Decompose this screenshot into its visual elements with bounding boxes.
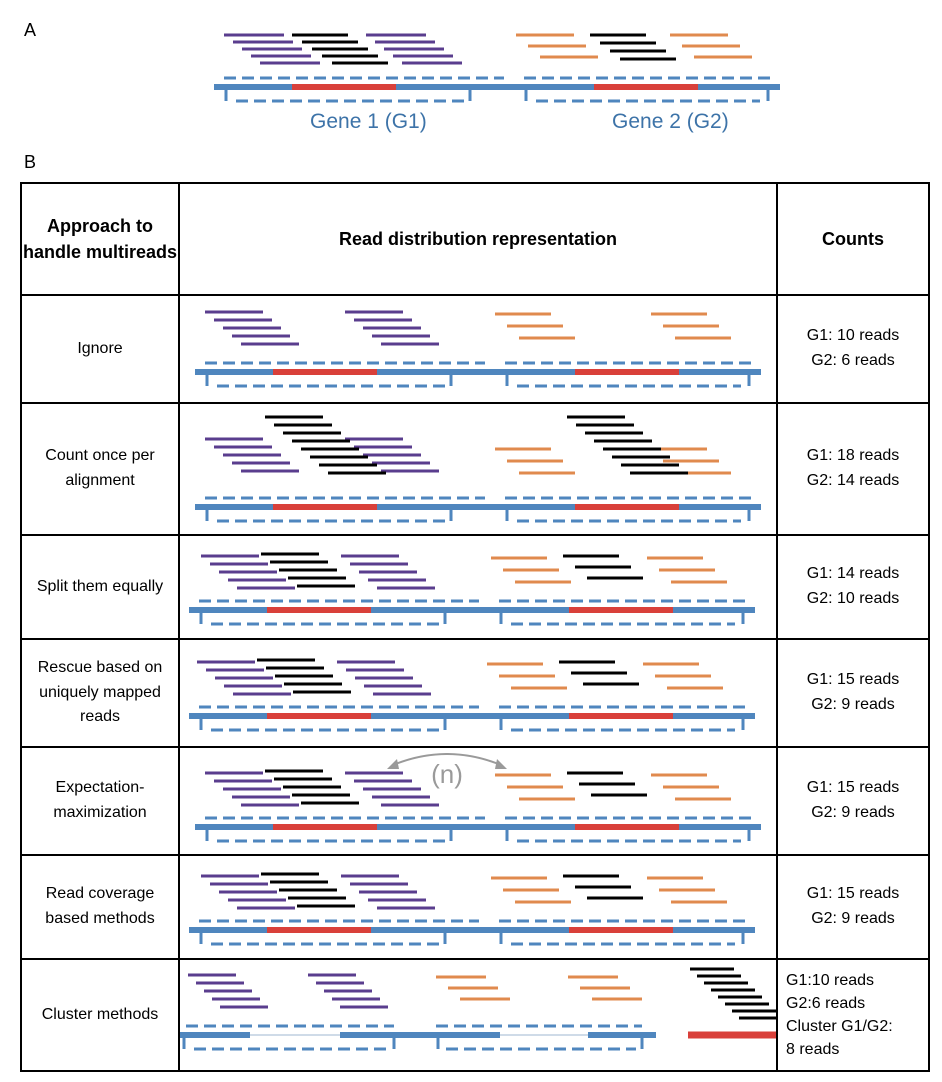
counts-cell: G1: 10 reads G2: 6 reads bbox=[776, 294, 930, 404]
representation-cell bbox=[178, 854, 778, 960]
count-g1: G1: 10 reads bbox=[806, 327, 900, 345]
count-g2: G2:6 reads bbox=[786, 994, 866, 1012]
count-g2: G2: 14 reads bbox=[806, 472, 900, 489]
panel-label-b: B bbox=[24, 152, 37, 172]
table-row: Cluster methods G1:10 reads G2:6 reads C… bbox=[20, 958, 930, 1072]
count-g2: G2: 6 reads bbox=[811, 352, 895, 369]
header-representation: Read distribution representation bbox=[178, 182, 778, 296]
gene-1-label: Gene 1 (G1) bbox=[310, 110, 427, 133]
table-row: Expectation-maximization (n) G1: 15 read… bbox=[20, 746, 930, 856]
count-g1: G1: 15 reads bbox=[806, 779, 900, 797]
approach-table: Approach to handle multireads Read distr… bbox=[20, 182, 930, 1072]
representation-cell bbox=[178, 638, 778, 748]
read-distribution-rescue bbox=[189, 658, 755, 732]
table-row: Split them equally G1: 14 reads G2: 10 r… bbox=[20, 534, 930, 640]
panel-label-a: A bbox=[24, 20, 37, 40]
counts-cell: G1: 18 reads G2: 14 reads bbox=[776, 402, 930, 536]
representation-cell: (n) bbox=[178, 746, 778, 856]
header-counts: Counts bbox=[776, 182, 930, 296]
header-approach: Approach to handle multireads bbox=[20, 182, 180, 296]
approach-name: Read coverage based methods bbox=[20, 854, 180, 960]
approach-name: Expectation-maximization bbox=[20, 746, 180, 856]
table-row: Rescue based on uniquely mapped reads G1… bbox=[20, 638, 930, 748]
representation-cell bbox=[178, 294, 778, 404]
arrowhead-left bbox=[387, 759, 399, 769]
table-header-row: Approach to handle multireads Read distr… bbox=[20, 182, 930, 296]
count-g2: G2: 9 reads bbox=[811, 910, 895, 927]
count-cluster-value: 8 reads bbox=[786, 1041, 840, 1059]
approach-name: Ignore bbox=[20, 294, 180, 404]
count-g2: G2: 9 reads bbox=[811, 696, 895, 713]
count-g2: G2: 9 reads bbox=[811, 804, 895, 821]
count-g1: G1: 14 reads bbox=[806, 565, 900, 583]
read-distribution-coverage bbox=[189, 872, 755, 946]
count-g1: G1: 15 reads bbox=[806, 885, 900, 903]
approach-name: Cluster methods bbox=[20, 958, 180, 1072]
counts-cell: G1:10 reads G2:6 reads Cluster G1/G2: 8 … bbox=[776, 958, 930, 1072]
counts-cell: G1: 14 reads G2: 10 reads bbox=[776, 534, 930, 640]
arrowhead-right bbox=[495, 759, 507, 769]
gene-2-label: Gene 2 (G2) bbox=[612, 110, 729, 133]
approach-name: Count once per alignment bbox=[20, 402, 180, 536]
read-distribution-count-once bbox=[195, 415, 761, 523]
table-row: Count once per alignment G1: 18 reads G2… bbox=[20, 402, 930, 536]
read-distribution-em: (n) bbox=[195, 753, 761, 843]
representation-cell bbox=[178, 402, 778, 536]
read-distribution-split bbox=[189, 552, 755, 626]
counts-cell: G1: 15 reads G2: 9 reads bbox=[776, 854, 930, 960]
table-row: Read coverage based methods G1: 15 reads… bbox=[20, 854, 930, 960]
em-iteration-arrow bbox=[392, 753, 502, 766]
count-g2: G2: 10 reads bbox=[806, 590, 900, 607]
representation-cell bbox=[178, 958, 778, 1072]
table-row: Ignore G1: 10 reads G2: 6 reads bbox=[20, 294, 930, 404]
counts-cell: G1: 15 reads G2: 9 reads bbox=[776, 638, 930, 748]
panel-a-gene-diagram bbox=[214, 33, 780, 103]
approach-name: Split them equally bbox=[20, 534, 180, 640]
em-iteration-label: (n) bbox=[431, 759, 463, 789]
count-cluster-label: Cluster G1/G2: bbox=[786, 1018, 893, 1035]
read-distribution-ignore bbox=[195, 310, 761, 388]
approach-name: Rescue based on uniquely mapped reads bbox=[20, 638, 180, 748]
count-g1: G1: 15 reads bbox=[806, 671, 900, 689]
counts-cell: G1: 15 reads G2: 9 reads bbox=[776, 746, 930, 856]
count-g1: G1:10 reads bbox=[786, 971, 875, 989]
read-distribution-cluster bbox=[180, 967, 776, 1051]
representation-cell bbox=[178, 534, 778, 640]
count-g1: G1: 18 reads bbox=[806, 447, 900, 465]
